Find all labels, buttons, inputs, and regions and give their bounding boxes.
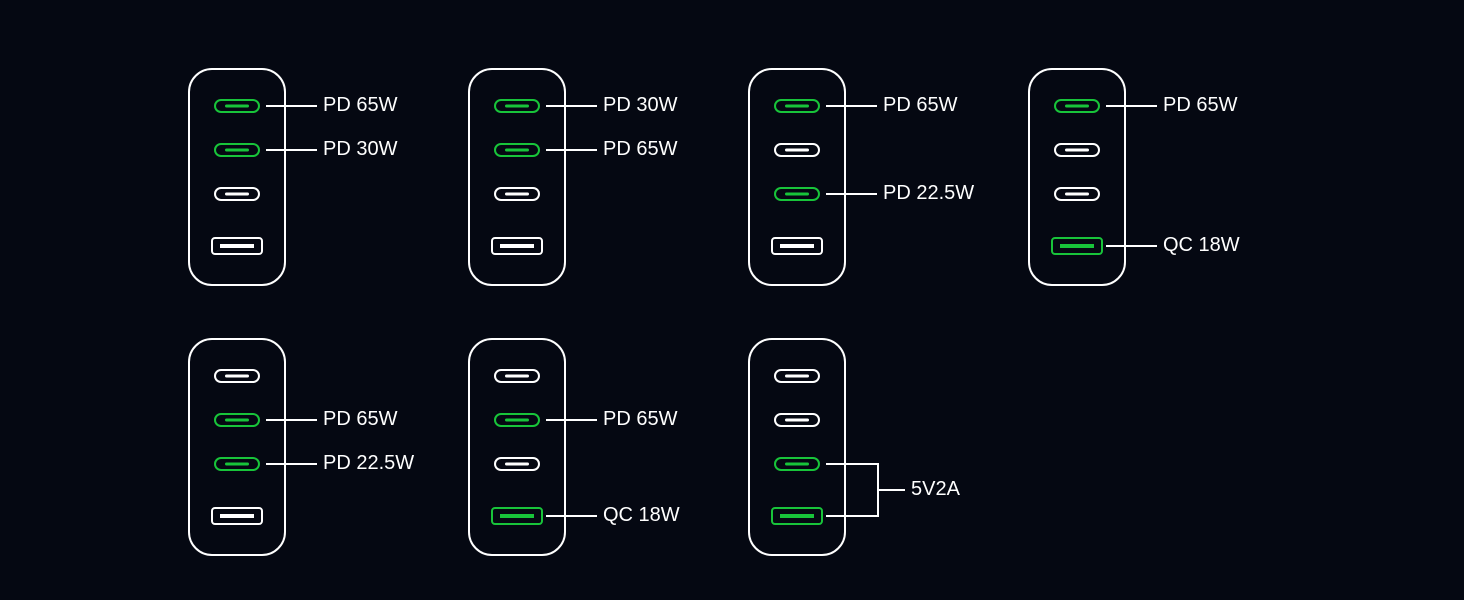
bracket-line <box>826 463 877 465</box>
leader-line <box>826 105 877 107</box>
usbc-port <box>494 369 540 383</box>
usbc-port <box>494 143 540 157</box>
usbc-port <box>214 99 260 113</box>
usbc-port <box>494 99 540 113</box>
usbc-port <box>214 413 260 427</box>
usbc-port <box>494 457 540 471</box>
port-label: PD 30W <box>603 94 677 117</box>
bracket-line <box>826 515 877 517</box>
leader-line <box>546 149 597 151</box>
usba-port <box>771 237 823 255</box>
usbc-port <box>774 143 820 157</box>
port-label: PD 65W <box>603 408 677 431</box>
charger-outline <box>748 338 846 556</box>
bracket-line <box>877 489 905 491</box>
port-label: PD 65W <box>323 94 397 117</box>
leader-line <box>1106 245 1157 247</box>
port-label: PD 65W <box>1163 94 1237 117</box>
leader-line <box>266 463 317 465</box>
leader-line <box>826 193 877 195</box>
leader-line <box>546 105 597 107</box>
usba-port <box>1051 237 1103 255</box>
usba-port <box>211 507 263 525</box>
usbc-port <box>774 187 820 201</box>
port-label: PD 22.5W <box>323 452 414 475</box>
usbc-port <box>774 99 820 113</box>
usba-port <box>491 237 543 255</box>
port-label-shared: 5V2A <box>911 478 960 501</box>
charger-outline <box>468 338 566 556</box>
usbc-port <box>774 369 820 383</box>
charger-outline <box>188 68 286 286</box>
leader-line <box>266 149 317 151</box>
usbc-port <box>214 369 260 383</box>
leader-line <box>546 515 597 517</box>
usbc-port <box>494 413 540 427</box>
port-label: QC 18W <box>603 504 680 527</box>
usbc-port <box>214 187 260 201</box>
usbc-port <box>774 457 820 471</box>
charger-outline <box>188 338 286 556</box>
port-label: QC 18W <box>1163 234 1240 257</box>
port-label: PD 22.5W <box>883 182 974 205</box>
port-label: PD 30W <box>323 138 397 161</box>
port-label: PD 65W <box>883 94 957 117</box>
usbc-port <box>1054 99 1100 113</box>
usbc-port <box>1054 143 1100 157</box>
leader-line <box>266 419 317 421</box>
leader-line <box>1106 105 1157 107</box>
charger-outline <box>1028 68 1126 286</box>
usba-port <box>211 237 263 255</box>
usbc-port <box>494 187 540 201</box>
usba-port <box>771 507 823 525</box>
usba-port <box>491 507 543 525</box>
charger-outline <box>468 68 566 286</box>
usbc-port <box>1054 187 1100 201</box>
leader-line <box>266 105 317 107</box>
port-label: PD 65W <box>603 138 677 161</box>
port-label: PD 65W <box>323 408 397 431</box>
usbc-port <box>214 143 260 157</box>
usbc-port <box>774 413 820 427</box>
leader-line <box>546 419 597 421</box>
charger-outline <box>748 68 846 286</box>
usbc-port <box>214 457 260 471</box>
